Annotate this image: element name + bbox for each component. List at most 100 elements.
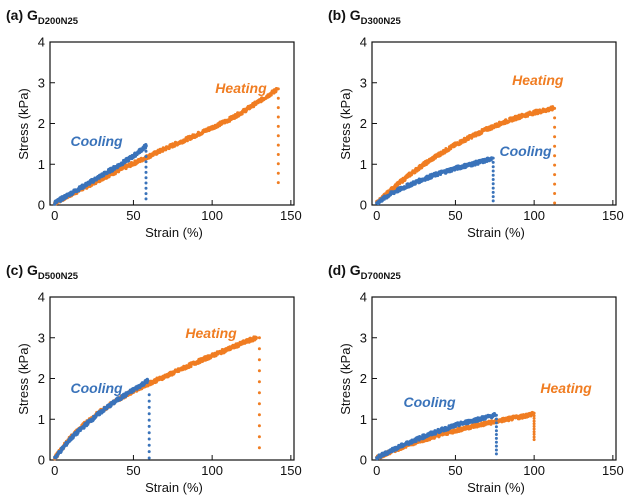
panel-d-heating-drop-point	[532, 422, 536, 426]
panel-b-series-heating	[375, 105, 557, 205]
panel-b-heating-drop-point	[553, 106, 557, 110]
panel-d-heating-drop-point	[532, 419, 536, 423]
panel-d-heating-drop-point	[532, 438, 536, 442]
panel-c: (c) GD500N25 0 50 100 150 0 1 2 3 4 Strain (%) S…	[6, 262, 302, 495]
panel-a-cooling-drop-point	[144, 170, 148, 174]
panel-a-heating-drop-point	[276, 96, 280, 100]
panel-a-heating-drop-point	[276, 153, 280, 156]
panel-c-x-tick-label: 150	[280, 463, 302, 478]
panel-b-heating-drop-point	[553, 163, 557, 167]
panel-a-cooling-label: Cooling	[71, 133, 124, 149]
panel-b-heating-drop-point	[553, 154, 557, 158]
panel-a-x-tick-label: 0	[51, 208, 58, 223]
panel-a-axes: 0 50 100 150 0 1 2 3 4	[38, 35, 302, 224]
panel-b-series-cooling	[375, 156, 495, 206]
panel-d-cooling-drop-point	[494, 452, 498, 456]
panel-c-title: (c) GD500N25	[6, 262, 79, 282]
panel-a-title: (a) GD200N25	[6, 7, 79, 27]
panel-c-cooling-label: Cooling	[71, 380, 124, 396]
panel-d-cooling-drop-point	[494, 421, 498, 425]
panel-b-heating-drop-point	[553, 125, 557, 129]
panel-d-heating-drop-point	[532, 427, 536, 431]
panel-a-y-tick-label: 4	[38, 35, 45, 50]
panel-c-cooling-drop-point	[147, 424, 151, 428]
panel-d-marks	[375, 410, 536, 461]
panel-d-x-tick-label: 150	[602, 463, 624, 478]
panel-b-cooling-drop-point	[491, 178, 495, 181]
panel-c-cooling-drop-point	[147, 437, 151, 441]
panel-d-x-axis-label: Strain (%)	[467, 480, 525, 495]
panel-a-heating-drop-point	[276, 115, 280, 119]
panel-b-cooling-drop-point	[491, 165, 495, 169]
panel-b-x-tick-label: 0	[373, 208, 380, 223]
panel-d-cooling-drop-point	[494, 429, 498, 433]
panel-d-cooling-label: Cooling	[404, 394, 457, 410]
panel-b-marks	[375, 105, 557, 206]
panel-c-cooling-drop-point	[147, 393, 151, 397]
panel-c-cooling-drop-point	[147, 431, 151, 435]
panel-c-cooling-drop-point	[147, 418, 151, 422]
panel-a-marks	[53, 87, 280, 206]
panel-c-x-tick-label: 100	[201, 463, 223, 478]
panel-d-x-tick-label: 50	[448, 463, 462, 478]
panel-d-x-tick-label: 0	[373, 463, 380, 478]
panel-b-x-tick-label: 100	[523, 208, 545, 223]
panel-c-heating-label: Heating	[185, 325, 237, 341]
panel-a-heating-drop-point	[276, 143, 280, 147]
panel-a-cooling-point	[64, 195, 69, 199]
panel-c-cooling-point	[82, 425, 86, 429]
panel-d-series-cooling	[375, 412, 498, 461]
panel-a-heating-label: Heating	[215, 80, 267, 96]
panel-c-y-tick-label: 1	[38, 412, 45, 427]
panel-d-heating-drop-point	[532, 432, 536, 436]
panel-d-heating-drop-point	[532, 435, 536, 439]
panel-c-heating-point	[189, 364, 193, 369]
panel-a-cooling-point	[127, 159, 131, 163]
panel-a-heating-drop-point	[276, 171, 280, 175]
panel-b-y-axis-label: Stress (kPa)	[338, 88, 353, 160]
panel-d-y-tick-label: 1	[360, 412, 367, 427]
panel-b-y-tick-label: 0	[360, 198, 367, 213]
panel-c-x-tick-label: 0	[51, 463, 58, 478]
panel-c-y-tick-label: 4	[38, 290, 45, 305]
panel-a: (a) GD200N25 0 50 100 150 0 1 2 3 4 Strain (%) S…	[6, 7, 302, 240]
panel-b-cooling-drop-point	[491, 182, 495, 186]
panel-a-heating-drop-point	[276, 181, 280, 185]
panel-c-heating-drop-point	[257, 424, 261, 428]
panel-a-cooling-drop-point	[144, 181, 148, 185]
panel-b-heating-drop-point	[553, 192, 557, 195]
panel-a-cooling-drop-point	[144, 186, 148, 190]
panel-c-heating-drop-point	[257, 380, 261, 384]
panel-d-y-axis-label: Stress (kPa)	[338, 343, 353, 415]
panel-d-cooling-drop-point	[494, 444, 498, 448]
panel-b-heating-drop-point	[553, 201, 557, 205]
panel-a-cooling-drop-point	[144, 192, 148, 196]
panel-a-y-tick-label: 3	[38, 75, 45, 90]
panel-c-x-tick-label: 50	[126, 463, 140, 478]
panel-c-heating-drop-point	[257, 347, 261, 351]
panel-b-y-tick-label: 2	[360, 116, 367, 131]
panel-c-heating-point	[254, 336, 258, 340]
panel-a-heating-drop-point	[276, 124, 280, 128]
panel-c-cooling-drop-point	[147, 399, 151, 403]
panel-c-y-tick-label: 0	[38, 453, 45, 468]
panel-c-series-cooling	[53, 377, 151, 460]
panel-b-cooling-drop-point	[491, 195, 495, 199]
panel-a-heating-drop-point	[276, 87, 280, 91]
panel-a-cooling-drop-point	[144, 144, 148, 148]
panel-a-cooling-drop-point	[144, 197, 148, 201]
panel-b-heating-drop-point	[553, 116, 557, 120]
panel-a-series-cooling	[53, 143, 148, 206]
panel-b-cooling-drop-point	[491, 173, 495, 177]
panel-b-heating-drop-point	[553, 144, 557, 148]
panel-d: (d) GD700N25 0 50 100 150 0 1 2 3 4 Strain (%) S…	[328, 262, 624, 495]
panel-d-plot-frame	[371, 296, 617, 461]
panel-a-y-tick-label: 2	[38, 116, 45, 131]
panel-c-y-tick-label: 2	[38, 371, 45, 386]
panel-b-cooling-label: Cooling	[500, 143, 553, 159]
panel-b-heating-label: Heating	[512, 72, 564, 88]
panel-a-heating-drop-point	[276, 162, 280, 166]
panel-d-title: (d) GD700N25	[328, 262, 402, 282]
panel-b-axes: 0 50 100 150 0 1 2 3 4	[360, 35, 624, 224]
panel-d-cooling-drop-point	[494, 413, 498, 417]
